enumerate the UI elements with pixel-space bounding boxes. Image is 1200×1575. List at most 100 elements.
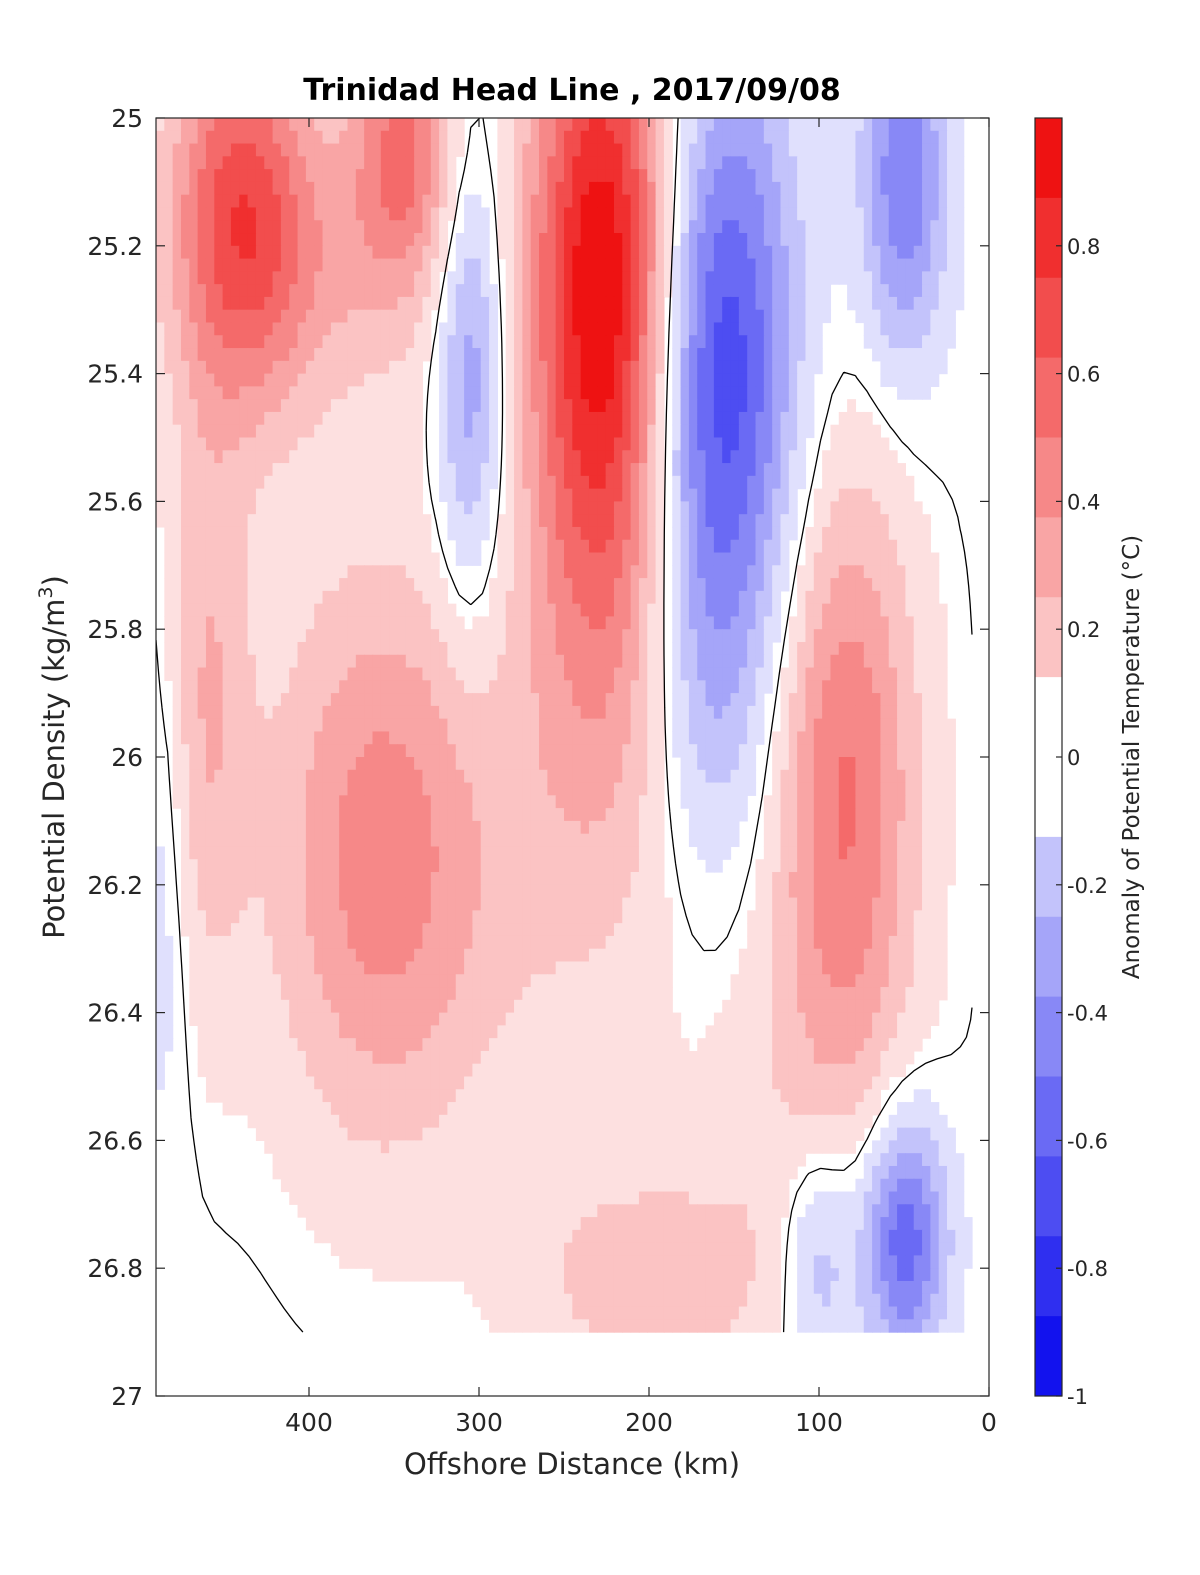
anomaly-cell xyxy=(214,552,224,566)
anomaly-cell xyxy=(688,475,698,490)
anomaly-cell xyxy=(730,258,740,272)
anomaly-cell xyxy=(272,744,282,758)
anomaly-cell xyxy=(547,181,557,196)
anomaly-cell xyxy=(355,782,365,796)
anomaly-cell xyxy=(322,296,332,311)
anomaly-cell xyxy=(330,181,340,196)
anomaly-cell xyxy=(164,220,174,234)
anomaly-cell xyxy=(197,130,207,145)
anomaly-cell xyxy=(564,271,573,285)
anomaly-cell xyxy=(572,667,582,681)
anomaly-cell xyxy=(597,399,607,413)
anomaly-cell xyxy=(305,667,315,681)
anomaly-cell xyxy=(214,795,224,809)
anomaly-cell xyxy=(655,769,665,784)
anomaly-cell xyxy=(280,833,290,848)
anomaly-cell xyxy=(464,296,474,311)
anomaly-cell xyxy=(697,590,707,605)
anomaly-cell xyxy=(555,603,565,618)
anomaly-cell xyxy=(455,641,465,656)
anomaly-cell xyxy=(547,194,557,209)
anomaly-cell xyxy=(447,207,457,221)
anomaly-cell xyxy=(189,130,199,145)
anomaly-cell xyxy=(788,693,798,707)
anomaly-cell xyxy=(205,220,215,234)
anomaly-cell xyxy=(272,360,282,375)
anomaly-cell xyxy=(622,718,632,733)
anomaly-cell xyxy=(730,641,740,656)
anomaly-cell xyxy=(730,514,740,528)
anomaly-cell xyxy=(472,424,482,439)
anomaly-cell xyxy=(247,309,257,324)
anomaly-cell xyxy=(297,693,307,707)
anomaly-cell xyxy=(672,296,682,311)
anomaly-cell xyxy=(788,207,798,221)
anomaly-cell xyxy=(180,526,190,541)
anomaly-cell xyxy=(913,616,923,630)
anomaly-cell xyxy=(564,731,573,745)
anomaly-cell xyxy=(522,143,532,157)
anomaly-cell xyxy=(880,207,890,221)
anomaly-cell xyxy=(314,348,324,362)
anomaly-cell xyxy=(763,641,773,656)
anomaly-cell xyxy=(430,808,440,822)
anomaly-cell xyxy=(638,680,648,694)
anomaly-cell xyxy=(480,654,490,669)
anomaly-cell xyxy=(230,680,240,694)
anomaly-cell xyxy=(888,271,898,285)
anomaly-cell xyxy=(205,616,215,630)
anomaly-cell xyxy=(647,808,657,822)
anomaly-cell xyxy=(547,335,557,349)
anomaly-cell xyxy=(422,194,432,209)
anomaly-cell xyxy=(863,629,873,643)
anomaly-cell xyxy=(172,156,182,170)
anomaly-cell xyxy=(630,565,640,579)
anomaly-cell xyxy=(247,411,257,426)
anomaly-cell xyxy=(464,769,474,784)
anomaly-cell xyxy=(422,552,432,566)
anomaly-cell xyxy=(738,590,748,605)
anomaly-cell xyxy=(380,348,390,362)
anomaly-cell xyxy=(813,233,823,247)
anomaly-cell xyxy=(480,207,490,221)
anomaly-cell xyxy=(564,322,573,336)
anomaly-cell xyxy=(514,501,523,515)
anomaly-cell xyxy=(605,220,615,234)
anomaly-cell xyxy=(638,565,648,579)
anomaly-cell xyxy=(613,526,623,541)
anomaly-cell xyxy=(547,769,557,784)
anomaly-cell xyxy=(289,169,299,183)
anomaly-cell xyxy=(230,245,240,260)
anomaly-cell xyxy=(838,220,848,234)
anomaly-cell xyxy=(289,641,299,656)
anomaly-cell xyxy=(405,271,415,285)
anomaly-cell xyxy=(514,731,523,745)
anomaly-cell xyxy=(422,130,432,145)
anomaly-cell xyxy=(214,296,224,311)
anomaly-cell xyxy=(580,654,590,669)
anomaly-cell xyxy=(472,731,482,745)
anomaly-cell xyxy=(763,399,773,413)
anomaly-cell xyxy=(405,808,415,822)
anomaly-cell xyxy=(322,616,332,630)
anomaly-cell xyxy=(205,552,215,566)
anomaly-cell xyxy=(755,590,765,605)
anomaly-cell xyxy=(372,795,382,809)
anomaly-cell xyxy=(564,654,573,669)
anomaly-cell xyxy=(755,296,765,311)
anomaly-cell xyxy=(230,820,240,835)
anomaly-cell xyxy=(722,118,732,132)
anomaly-cell xyxy=(297,360,307,375)
anomaly-cell xyxy=(572,757,582,771)
anomaly-cell xyxy=(297,680,307,694)
anomaly-cell xyxy=(272,820,282,835)
anomaly-cell xyxy=(505,360,515,375)
anomaly-cell xyxy=(872,616,882,630)
anomaly-cell xyxy=(605,795,615,809)
anomaly-cell xyxy=(230,437,240,451)
anomaly-cell xyxy=(280,552,290,566)
anomaly-cell xyxy=(672,514,682,528)
anomaly-cell xyxy=(380,641,390,656)
anomaly-cell xyxy=(339,411,349,426)
anomaly-cell xyxy=(422,795,432,809)
